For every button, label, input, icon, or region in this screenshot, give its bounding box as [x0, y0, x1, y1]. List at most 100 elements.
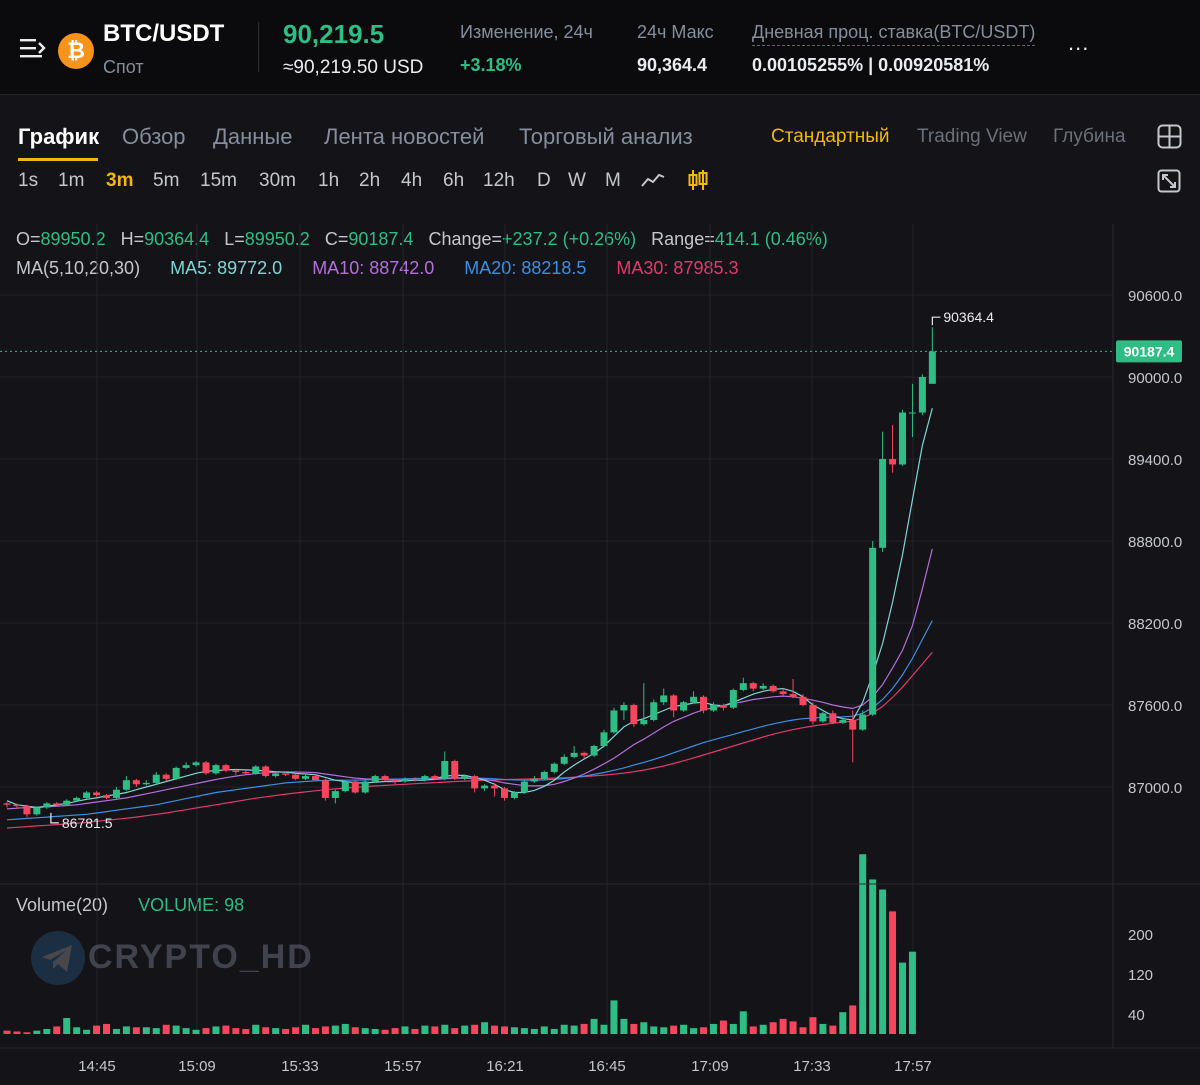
timeframe-15m[interactable]: 15m	[200, 170, 237, 191]
high-24h-label: 24ч Макс	[637, 22, 714, 42]
candle-body	[13, 804, 21, 807]
timeframe-12h[interactable]: 12h	[483, 170, 515, 191]
timeframe-day[interactable]: D	[537, 170, 551, 191]
candle-body	[162, 774, 170, 779]
menu-icon[interactable]	[20, 36, 46, 60]
view-standard[interactable]: Стандартный	[771, 126, 890, 147]
candle	[600, 729, 608, 748]
candle-body	[899, 412, 906, 465]
tab-overview[interactable]: Обзор	[122, 124, 186, 149]
volume-bar	[441, 1024, 449, 1034]
volume-bar	[33, 1030, 41, 1034]
volume-bar	[889, 911, 897, 1034]
current-price-label: 90187.4	[1124, 343, 1175, 359]
candle	[829, 710, 837, 725]
view-depth[interactable]: Глубина	[1053, 126, 1126, 147]
market-type: Спот	[103, 57, 144, 77]
candle	[819, 711, 827, 723]
candle	[899, 409, 906, 466]
candle-body	[103, 795, 110, 798]
timeframe-4h[interactable]: 4h	[401, 170, 423, 191]
timeframe-5m[interactable]: 5m	[153, 170, 180, 191]
line-chart-icon[interactable]	[640, 170, 666, 190]
candle-body	[749, 683, 757, 689]
volume-bar	[13, 1031, 21, 1034]
candle-body	[829, 713, 837, 723]
candle	[670, 694, 678, 718]
change-label: Change=	[428, 229, 503, 249]
candle	[709, 702, 717, 712]
low-value: 89950.2	[244, 229, 310, 249]
tab-data[interactable]: Данные	[213, 124, 293, 149]
time-tick-label: 17:57	[894, 1058, 932, 1075]
candle	[461, 774, 469, 781]
view-tradingview[interactable]: Trading View	[917, 126, 1027, 147]
candle	[242, 770, 250, 775]
pair-symbol[interactable]: BTC/USDT	[103, 20, 225, 47]
ma30-line	[6, 651, 933, 829]
candle-body	[302, 776, 309, 779]
more-button[interactable]: ...	[1068, 30, 1090, 55]
volume-bar	[252, 1024, 260, 1034]
candle-body	[719, 705, 727, 708]
volume-bar	[431, 1026, 439, 1034]
candle	[272, 771, 280, 778]
last-price-usd: ≈90,219.50 USD	[283, 57, 424, 78]
timeframe-2h[interactable]: 2h	[359, 170, 381, 191]
timeframe-1m[interactable]: 1m	[58, 170, 85, 191]
candle-body	[252, 766, 260, 774]
candlestick-icon[interactable]	[686, 168, 710, 192]
candle	[530, 776, 538, 783]
chart-grid	[0, 224, 1113, 1035]
candle-body	[192, 762, 200, 766]
volume-bar	[729, 1023, 737, 1034]
tab-trading-analysis[interactable]: Торговый анализ	[519, 124, 693, 149]
candle-body	[630, 705, 638, 725]
candle	[700, 695, 707, 714]
timeframe-week[interactable]: W	[568, 170, 586, 191]
timeframe-month[interactable]: M	[605, 170, 621, 191]
tab-chart[interactable]: График	[18, 124, 100, 149]
candle-body	[769, 685, 777, 692]
candle-body	[839, 720, 847, 723]
price-tick-label: 90600.0	[1128, 288, 1182, 305]
volume-bar	[510, 1027, 518, 1034]
layout-grid-icon[interactable]	[1157, 124, 1182, 149]
candle-body	[232, 770, 240, 772]
candle-body	[869, 547, 877, 715]
current-price-tag	[1116, 340, 1182, 363]
fullscreen-icon[interactable]	[1157, 169, 1181, 193]
candle-body	[421, 776, 429, 781]
volume-tick-label: 200	[1128, 927, 1153, 944]
timeframe-1h[interactable]: 1h	[318, 170, 340, 191]
candle-body	[928, 351, 936, 384]
close-label: C=	[324, 229, 349, 249]
volume-bar	[361, 1028, 369, 1034]
candle	[282, 771, 290, 777]
volume-legend-title[interactable]: Volume(20)	[16, 895, 109, 915]
tab-news[interactable]: Лента новостей	[324, 124, 485, 149]
candle	[550, 762, 558, 774]
timeframe-1s[interactable]: 1s	[18, 170, 39, 191]
timeframe-30m[interactable]: 30m	[259, 170, 296, 191]
candle	[421, 774, 429, 782]
candle-body	[142, 782, 150, 785]
candle-body	[282, 773, 290, 775]
volume-bar	[132, 1027, 140, 1034]
daily-rate-label[interactable]: Дневная проц. ставка(BTC/USDT)	[752, 22, 1036, 46]
candle	[451, 759, 459, 781]
timeframe-3m[interactable]: 3m	[106, 170, 134, 191]
change-24h-label: Изменение, 24ч	[460, 22, 593, 42]
volume-bar	[341, 1023, 349, 1034]
volume-bar	[799, 1027, 807, 1034]
candle	[3, 802, 11, 808]
moving-average-lines	[6, 408, 933, 829]
ma-legend-title[interactable]: MA(5,10,20,30)	[16, 258, 141, 278]
volume-tick-label: 120	[1128, 967, 1153, 984]
volume-bar	[63, 1018, 71, 1034]
candle	[431, 774, 439, 781]
candle	[262, 765, 270, 778]
candle	[142, 780, 150, 786]
timeframe-6h[interactable]: 6h	[443, 170, 465, 191]
